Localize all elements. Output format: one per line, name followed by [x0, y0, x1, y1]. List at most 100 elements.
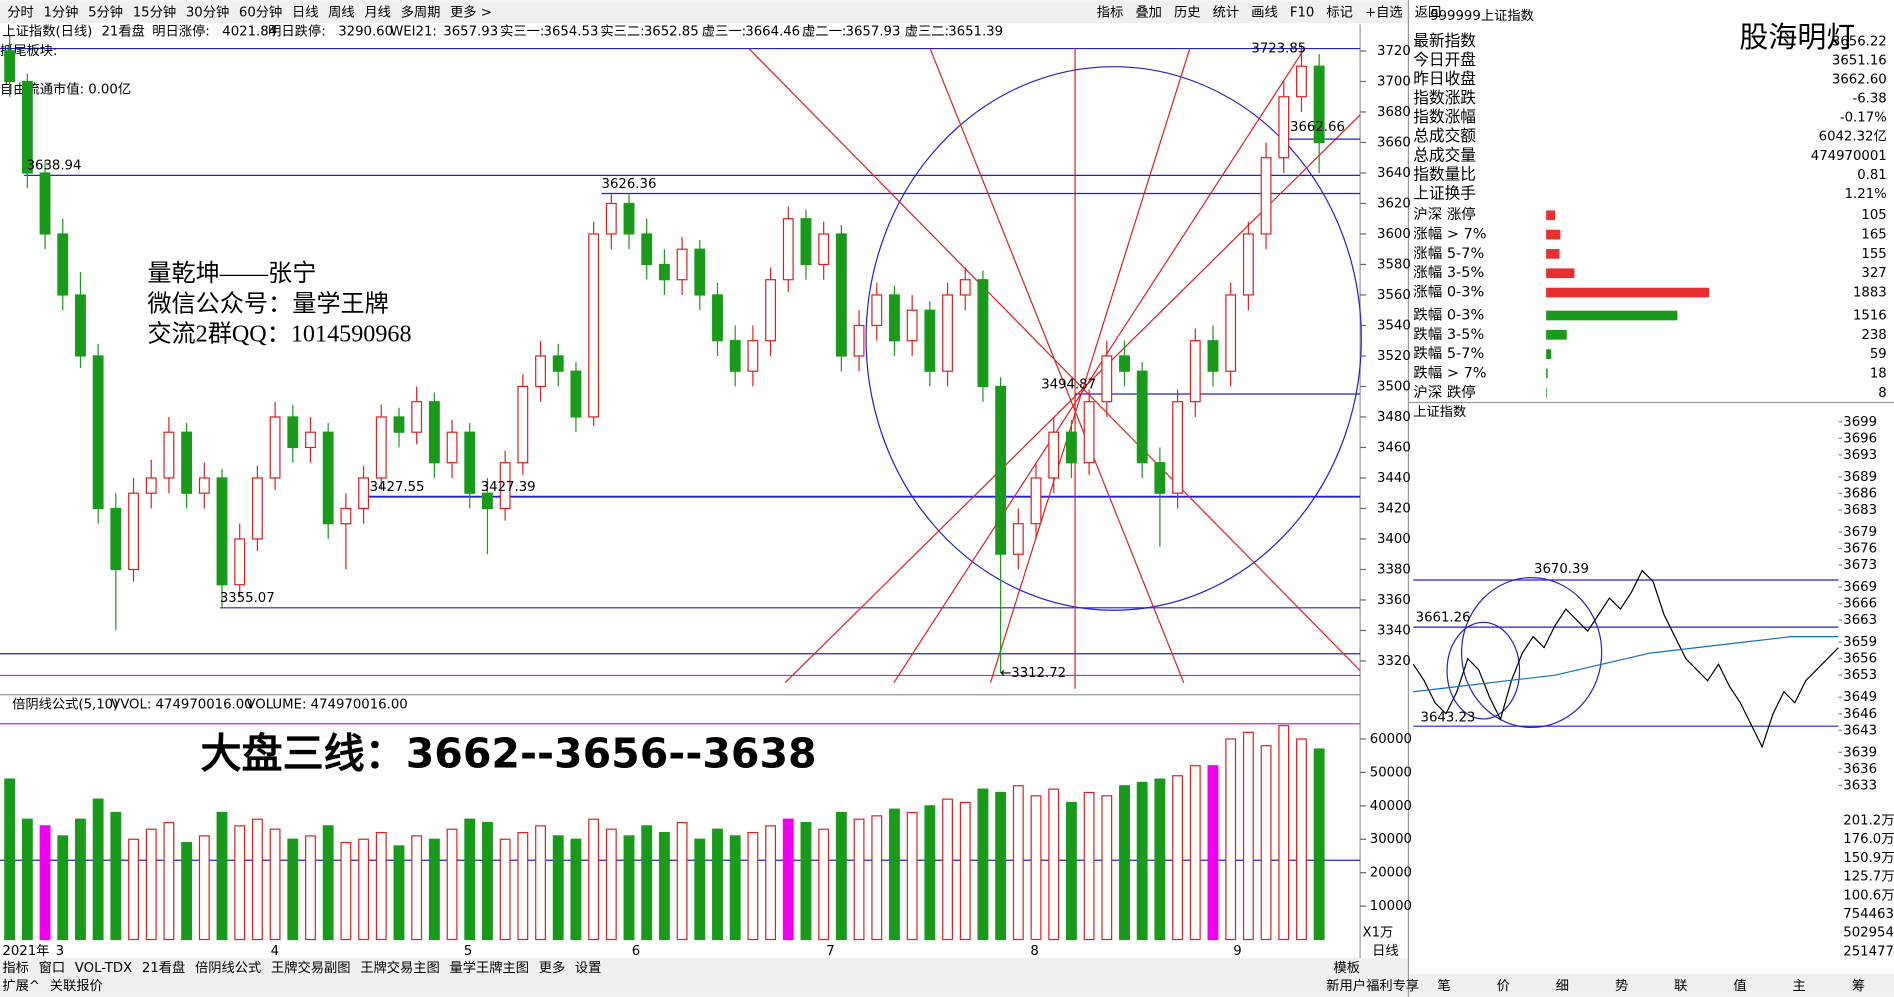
- tool-button[interactable]: 画线: [1251, 4, 1278, 20]
- price-annotation: 3723.85: [1251, 42, 1306, 57]
- tool-button[interactable]: +自选: [1365, 4, 1403, 20]
- candle-body: [57, 233, 69, 296]
- candle-body: [1260, 157, 1272, 235]
- y-tick-label: 3720: [1377, 44, 1411, 59]
- candle-body: [411, 401, 423, 433]
- quote-value: -6.38: [1852, 92, 1886, 107]
- period-tab[interactable]: 60分钟: [239, 3, 282, 20]
- candle-body: [1012, 523, 1024, 555]
- nav-tab[interactable]: 值: [1733, 978, 1746, 994]
- period-tab[interactable]: 分时: [7, 4, 34, 20]
- breadth-label: 涨幅 3-5%: [1413, 264, 1484, 281]
- nav-tab[interactable]: 筹: [1852, 977, 1865, 994]
- candle-body: [305, 431, 316, 449]
- period-tab[interactable]: 周线: [328, 4, 355, 20]
- breadth-label: 沪深 涨停: [1413, 206, 1476, 223]
- period-tab[interactable]: 多周期: [401, 3, 441, 20]
- candle-body: [588, 233, 600, 418]
- volume-bar: [446, 828, 458, 941]
- intraday-annotation: 3643.23: [1421, 711, 1476, 726]
- breadth-value: 155: [1861, 247, 1886, 262]
- x-tick-label: 5: [464, 944, 472, 959]
- volume-bar: [234, 825, 246, 941]
- volume-tick-label: 201.2万: [1843, 813, 1894, 828]
- volume-bar: [889, 808, 900, 941]
- bottom-tab[interactable]: 窗口: [39, 959, 66, 976]
- volume-bar: [623, 835, 635, 941]
- bottom-tab[interactable]: 量学王牌主图: [449, 959, 529, 976]
- bottom-tab[interactable]: VOL-TDX: [75, 961, 132, 976]
- nav-tab[interactable]: 笔: [1437, 978, 1450, 994]
- y-tick-label: 50000: [1370, 765, 1412, 780]
- quote-label: 总成交量: [1413, 145, 1476, 164]
- bottom-tab[interactable]: 扩展^: [2, 978, 40, 994]
- x-tick-label: 4: [271, 944, 279, 959]
- tool-button[interactable]: 返回: [1415, 4, 1442, 20]
- bottom-tab[interactable]: 更多: [539, 959, 566, 976]
- breadth-label: 跌幅 0-3%: [1413, 307, 1484, 324]
- candle-body: [145, 477, 157, 494]
- overlay-text: 交流2群QQ：1014590968: [147, 321, 411, 348]
- candle-body: [552, 355, 564, 372]
- candle-body: [428, 401, 440, 464]
- period-tab[interactable]: 30分钟: [186, 3, 229, 20]
- volume-bar: [942, 798, 953, 941]
- candle-body: [623, 202, 635, 235]
- tool-button[interactable]: 叠加: [1135, 4, 1162, 20]
- tool-button[interactable]: F10: [1290, 5, 1315, 20]
- breadth-bar: [1546, 368, 1548, 379]
- y-tick-label: 3689: [1843, 470, 1877, 485]
- y-tick-label: 3673: [1843, 558, 1877, 573]
- volume-bar: [1083, 791, 1095, 941]
- nav-tab[interactable]: 联: [1674, 978, 1687, 994]
- bottom-tab[interactable]: 21看盘: [142, 959, 185, 976]
- breadth-label: 沪深 跌停: [1413, 384, 1476, 401]
- nav-tab[interactable]: 势: [1615, 978, 1628, 994]
- quote-label: 昨日收盘: [1413, 69, 1476, 88]
- template-button[interactable]: 模板: [1334, 960, 1361, 976]
- bottom-tab[interactable]: 设置: [575, 960, 602, 976]
- y-tick-label: 3580: [1377, 257, 1411, 272]
- intraday-title: 上证指数: [1413, 404, 1466, 420]
- candle-body: [21, 80, 33, 174]
- y-tick-label: 3669: [1843, 580, 1877, 595]
- nav-tab[interactable]: 主: [1793, 978, 1806, 994]
- candle-body: [729, 340, 741, 372]
- tool-button[interactable]: 指标: [1097, 4, 1124, 20]
- indicator-value: 3652.85: [644, 25, 699, 40]
- x-tick-label: 2021年: [2, 943, 49, 959]
- bottom-tab[interactable]: 指标: [2, 960, 29, 976]
- breadth-value: 59: [1870, 347, 1887, 362]
- nav-tab[interactable]: 细: [1556, 978, 1569, 994]
- float-cap: 自由流通市值: 0.00亿: [0, 81, 131, 98]
- candle-body: [1154, 462, 1166, 494]
- x-tick-label: 8: [1030, 944, 1038, 959]
- y-tick-label: 3620: [1377, 196, 1411, 211]
- period-tab[interactable]: 15分钟: [133, 3, 176, 20]
- candle-body: [747, 340, 759, 372]
- candle-body: [163, 431, 175, 479]
- period-tab[interactable]: 5分钟: [88, 3, 123, 20]
- period-tab[interactable]: 更多 >: [450, 3, 492, 20]
- volume-bar: [269, 828, 281, 941]
- tool-button[interactable]: 标记: [1326, 4, 1353, 20]
- chart-header: 21看盘: [101, 23, 144, 40]
- nav-tab[interactable]: 价: [1497, 979, 1510, 994]
- bottom-tab[interactable]: 倍阴线公式: [195, 960, 261, 976]
- bottom-tab[interactable]: 王牌交易主图: [360, 959, 440, 976]
- tool-button[interactable]: 历史: [1174, 4, 1201, 20]
- candle-body: [1207, 340, 1219, 372]
- period-tab[interactable]: 1分钟: [43, 3, 78, 20]
- candle-body: [181, 431, 193, 494]
- candle-body: [464, 431, 476, 494]
- volume-bar: [1012, 785, 1024, 941]
- intraday-annotation: 3661.26: [1416, 610, 1471, 625]
- tool-button[interactable]: 统计: [1213, 4, 1240, 20]
- period-tab[interactable]: 日线: [292, 4, 319, 20]
- period-tab[interactable]: 月线: [364, 4, 391, 20]
- bottom-tab[interactable]: 王牌交易副图: [271, 959, 351, 976]
- y-tick-label: 3700: [1377, 74, 1411, 89]
- bottom-tab[interactable]: 关联报价: [50, 978, 103, 994]
- promo-link[interactable]: 新用户福利专享: [1326, 977, 1419, 994]
- candle-body: [1278, 96, 1290, 159]
